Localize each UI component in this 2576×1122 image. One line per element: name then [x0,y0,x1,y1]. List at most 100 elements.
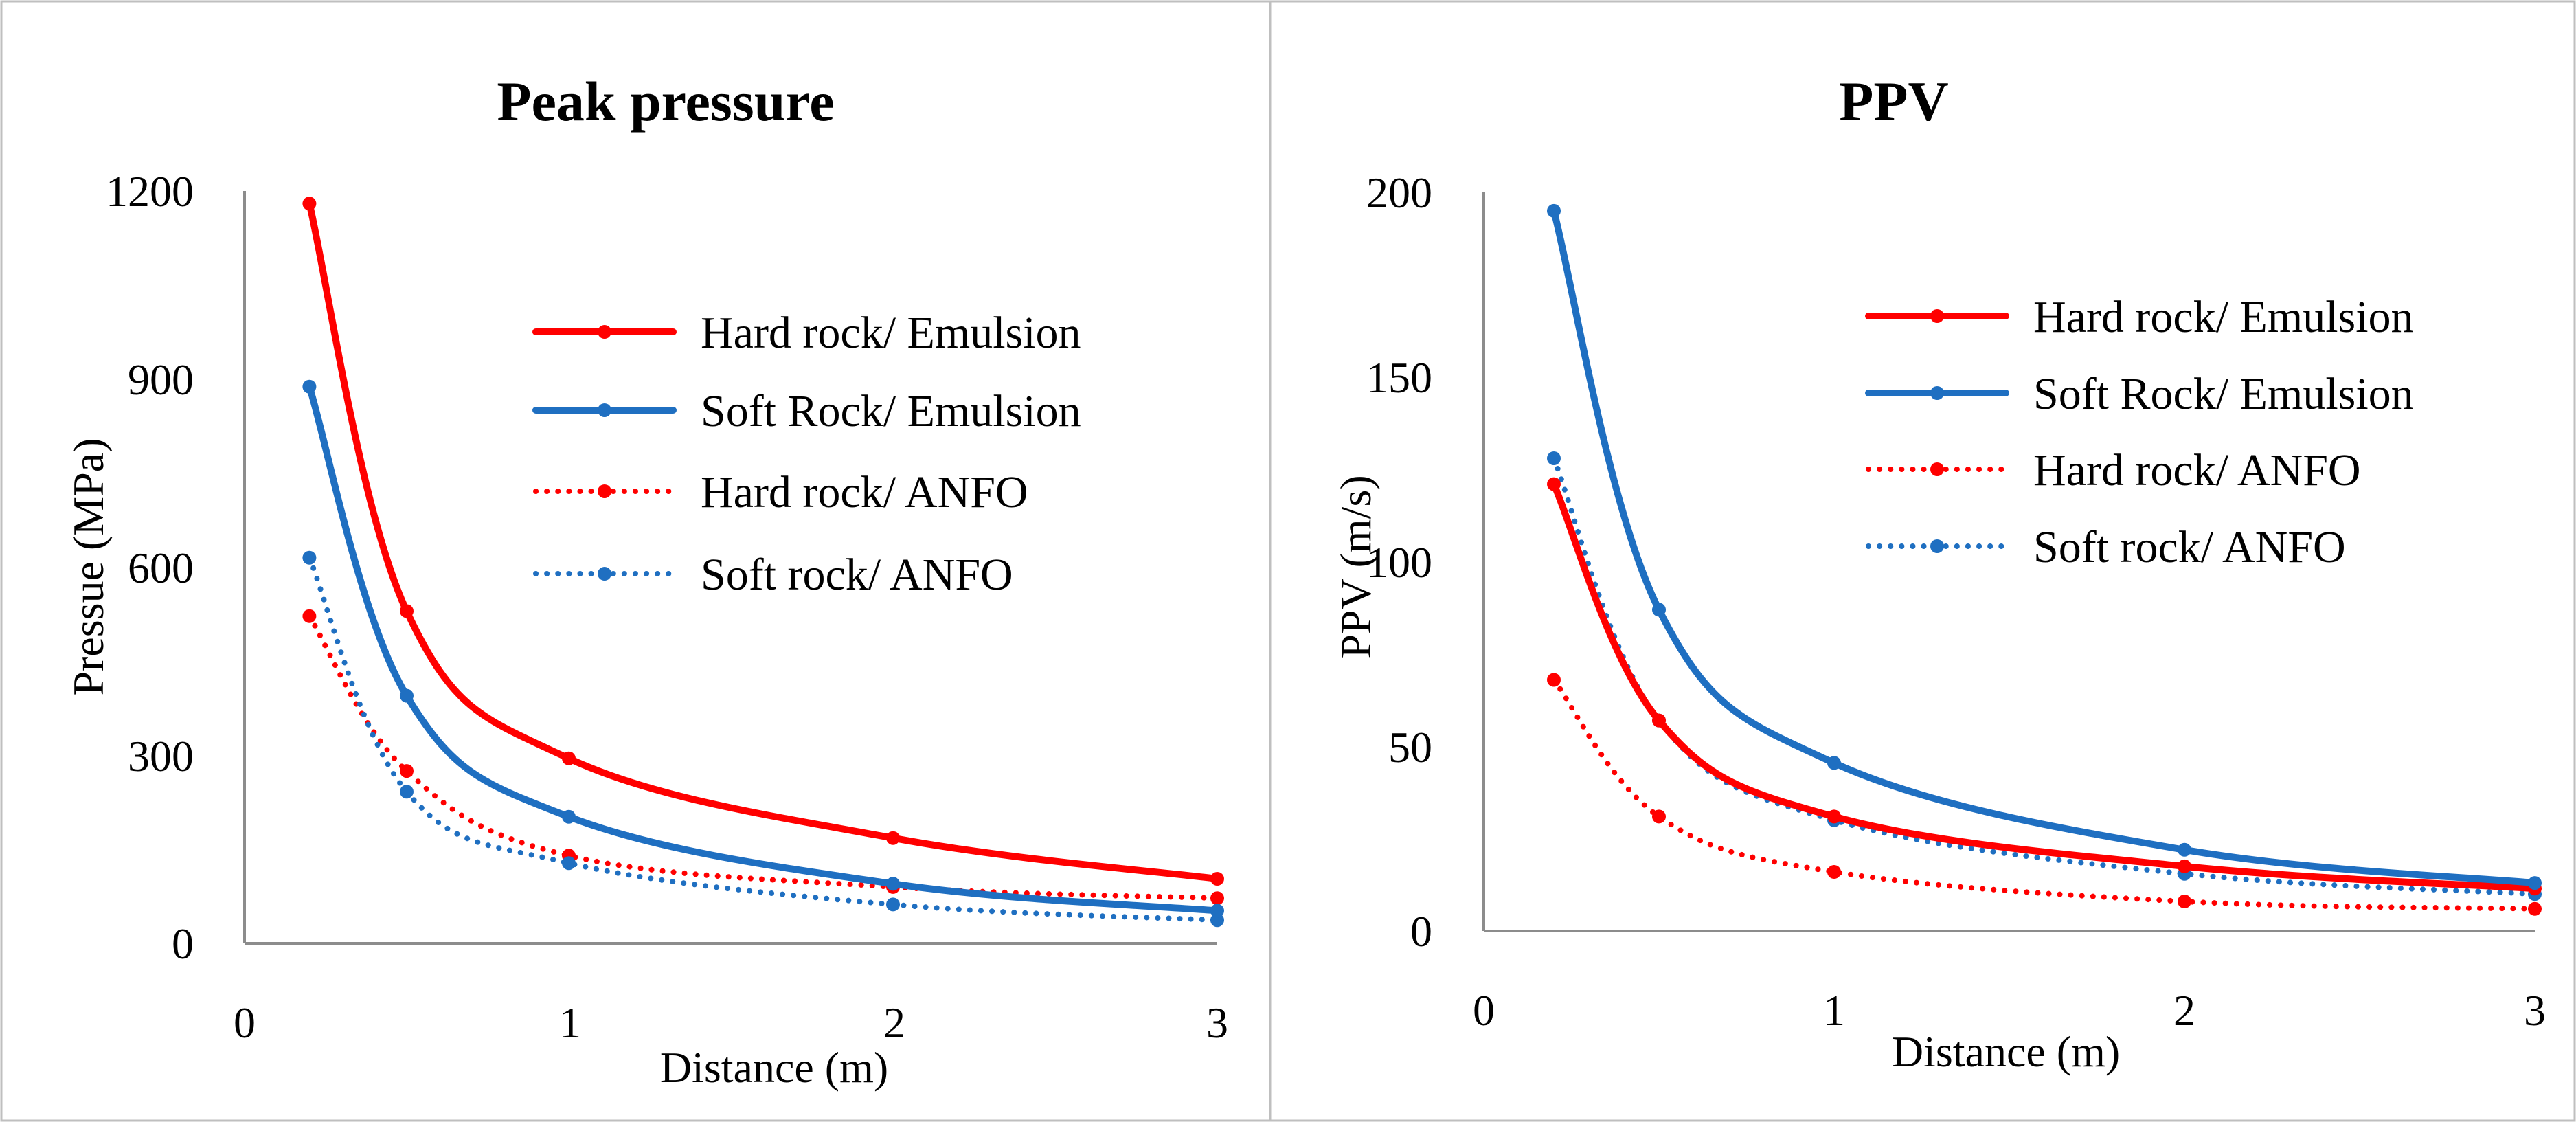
data-point [1210,891,1224,906]
right-panel-frame [1269,0,2576,1122]
data-point [302,197,317,211]
x-axis-label: Distance (m) [1892,1027,2120,1076]
y-tick-label: 200 [1366,168,1432,217]
series [1547,673,2542,916]
plot-area [1547,203,2542,916]
y-tick-label: 100 [1366,538,1432,587]
legend-swatch [1865,309,2009,323]
x-tick-label: 1 [1823,986,1845,1035]
legend-swatch [532,403,677,417]
series-line [306,200,1221,882]
x-tick-label: 0 [234,998,256,1047]
data-point [400,688,414,703]
data-point [2178,895,2191,908]
legend-entry: Hard rock/ ANFO [1866,445,2361,495]
legend-swatch [533,484,676,498]
legend-swatch [1866,539,2009,553]
legend-entry: Soft Rock/ Emulsion [532,386,1081,436]
series-line [306,554,1220,923]
x-tick-label: 3 [2524,986,2546,1035]
legend-label: Hard rock/ ANFO [2033,445,2361,495]
series-line [1551,677,2538,912]
data-point [1652,603,1666,617]
data-point [886,877,900,891]
series-line [306,383,1221,915]
data-point [302,550,317,565]
y-tick-label: 150 [1366,353,1432,402]
legend-marker [598,484,611,498]
data-point [2178,842,2191,857]
data-point [1652,809,1666,824]
data-point [886,831,900,845]
legend-entry: Soft Rock/ Emulsion [1865,369,2414,419]
data-point [1827,809,1841,824]
legend-marker [1930,539,1944,553]
series-line [306,613,1220,901]
series [1547,477,2542,896]
data-point [1547,477,1561,491]
chart-peak-pressure: Peak pressure Distance (m) Pressue (MPa)… [64,70,1228,1092]
series [302,197,1224,886]
chart-ppv: PPV Distance (m) PPV (m/s) 0 1 2 3 0 50 … [1331,70,2546,1076]
data-point [562,809,576,824]
legend-swatch [532,325,677,339]
legend-label: Soft rock/ ANFO [2033,522,2346,572]
data-point [2528,876,2542,890]
legend-swatch [1865,386,2009,400]
legend-marker [598,403,611,417]
legend-entry: Hard rock/ ANFO [533,467,1028,517]
data-point [302,379,317,394]
data-point [886,897,900,912]
data-point [1547,673,1561,687]
x-tick-label: 0 [1473,986,1495,1035]
y-tick-label: 600 [128,543,194,592]
legend-entry: Soft rock/ ANFO [1866,522,2346,572]
data-point [302,609,317,623]
legend: Hard rock/ Emulsion Soft Rock/ Emulsion … [1865,292,2414,572]
legend-marker [1930,462,1944,476]
x-tick-label: 2 [2173,986,2195,1035]
series [1547,203,2542,890]
x-tick-label: 1 [559,998,581,1047]
legend-marker [1930,309,1944,323]
y-axis-label: Pressue (MPa) [64,438,113,695]
legend-label: Soft Rock/ Emulsion [701,386,1081,436]
y-tick-label: 900 [128,355,194,404]
series [302,379,1224,918]
data-point [1827,756,1841,770]
x-tick-label: 3 [1206,998,1228,1047]
data-point [2528,901,2542,916]
legend-label: Soft Rock/ Emulsion [2033,369,2414,419]
legend-marker [598,325,611,339]
data-point [1547,203,1561,218]
data-point [400,764,414,778]
y-axis-label: PPV (m/s) [1331,475,1380,658]
legend-marker [598,567,611,581]
legend-entry: Hard rock/ Emulsion [1865,292,2414,342]
y-tick-label: 300 [128,732,194,781]
legend-label: Hard rock/ Emulsion [2033,292,2414,342]
y-tick-label: 0 [1410,907,1432,956]
legend-swatch [533,567,676,581]
series-line [1550,480,2538,893]
legend-label: Hard rock/ Emulsion [701,308,1081,358]
series [302,550,1224,928]
y-tick-label: 50 [1388,723,1432,772]
data-point [1210,913,1224,928]
legend-marker [1930,386,1944,400]
legend-entry: Hard rock/ Emulsion [532,308,1081,358]
data-point [1210,872,1224,886]
y-tick-label: 1200 [106,167,194,216]
legend-entry: Soft rock/ ANFO [533,550,1013,600]
legend-swatch [1866,462,2009,476]
data-point [1547,451,1561,465]
series-line [1551,456,2538,897]
data-point [562,856,576,871]
legend: Hard rock/ Emulsion Soft Rock/ Emulsion … [532,308,1081,600]
x-axis-label: Distance (m) [660,1043,888,1092]
plot-area [302,197,1224,928]
chart-title: Peak pressure [497,70,834,133]
data-point [2178,859,2191,873]
